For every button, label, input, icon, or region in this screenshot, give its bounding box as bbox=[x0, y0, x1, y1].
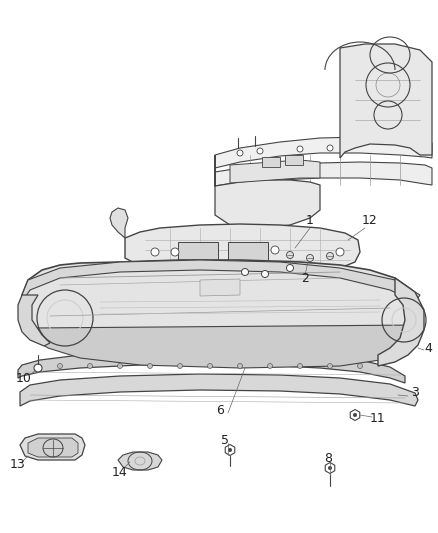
Circle shape bbox=[151, 248, 159, 256]
Circle shape bbox=[286, 264, 293, 271]
Circle shape bbox=[297, 364, 303, 368]
Circle shape bbox=[208, 364, 212, 368]
Text: 2: 2 bbox=[301, 271, 309, 285]
Circle shape bbox=[88, 364, 92, 368]
Polygon shape bbox=[228, 242, 268, 268]
Circle shape bbox=[353, 414, 357, 417]
Bar bbox=[285, 155, 303, 165]
Circle shape bbox=[271, 246, 279, 254]
Circle shape bbox=[237, 364, 243, 368]
Polygon shape bbox=[22, 260, 420, 302]
Polygon shape bbox=[215, 155, 320, 228]
Circle shape bbox=[286, 252, 293, 259]
Polygon shape bbox=[215, 137, 432, 168]
Circle shape bbox=[117, 364, 123, 368]
Polygon shape bbox=[340, 44, 432, 158]
Polygon shape bbox=[215, 162, 432, 186]
Text: 6: 6 bbox=[216, 403, 224, 416]
Text: 12: 12 bbox=[362, 214, 378, 227]
Polygon shape bbox=[118, 452, 162, 470]
Circle shape bbox=[268, 364, 272, 368]
Text: 14: 14 bbox=[112, 465, 128, 479]
Text: 4: 4 bbox=[424, 342, 432, 354]
Text: 10: 10 bbox=[16, 372, 32, 384]
Polygon shape bbox=[22, 260, 420, 366]
Text: 11: 11 bbox=[370, 411, 386, 424]
Polygon shape bbox=[200, 279, 240, 296]
Circle shape bbox=[261, 271, 268, 278]
Circle shape bbox=[307, 254, 314, 262]
Polygon shape bbox=[20, 374, 418, 406]
Polygon shape bbox=[350, 409, 360, 421]
Text: 13: 13 bbox=[10, 458, 26, 472]
Polygon shape bbox=[32, 325, 420, 368]
Circle shape bbox=[357, 364, 363, 368]
Circle shape bbox=[327, 145, 333, 151]
Polygon shape bbox=[18, 295, 50, 346]
Circle shape bbox=[171, 248, 179, 256]
Circle shape bbox=[241, 269, 248, 276]
Circle shape bbox=[177, 364, 183, 368]
Circle shape bbox=[57, 364, 63, 368]
Text: 1: 1 bbox=[306, 214, 314, 227]
Circle shape bbox=[257, 148, 263, 154]
Circle shape bbox=[34, 364, 42, 372]
Polygon shape bbox=[325, 463, 335, 473]
Circle shape bbox=[326, 253, 333, 260]
Circle shape bbox=[297, 146, 303, 152]
Polygon shape bbox=[20, 434, 85, 460]
Circle shape bbox=[237, 150, 243, 156]
Circle shape bbox=[328, 364, 332, 368]
Circle shape bbox=[228, 448, 232, 451]
Polygon shape bbox=[125, 224, 360, 274]
Text: 5: 5 bbox=[221, 433, 229, 447]
Polygon shape bbox=[378, 278, 424, 366]
Polygon shape bbox=[110, 208, 128, 238]
Polygon shape bbox=[18, 351, 405, 383]
Circle shape bbox=[148, 364, 152, 368]
Polygon shape bbox=[28, 438, 78, 457]
Polygon shape bbox=[230, 160, 320, 183]
Circle shape bbox=[336, 248, 344, 256]
Text: 3: 3 bbox=[411, 386, 419, 400]
Polygon shape bbox=[225, 445, 235, 456]
Text: 8: 8 bbox=[324, 451, 332, 464]
Polygon shape bbox=[178, 242, 218, 268]
Bar bbox=[262, 157, 280, 167]
Circle shape bbox=[328, 466, 332, 470]
